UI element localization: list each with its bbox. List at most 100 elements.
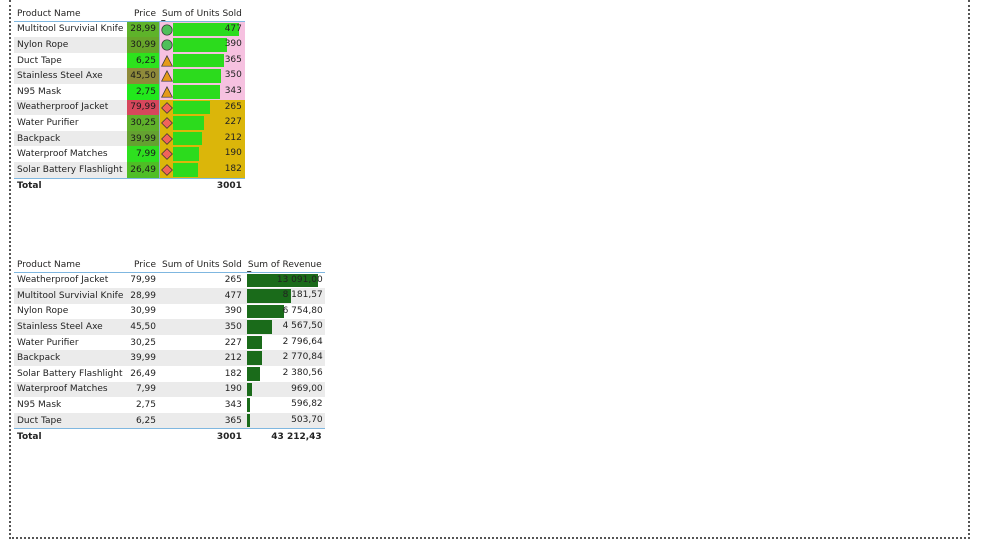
sort-descending-arrow-icon[interactable]: ▼ — [161, 19, 166, 21]
product-name-cell: Duct Tape — [17, 55, 62, 66]
revenue-value: 2 796,64 — [282, 336, 323, 347]
table-row[interactable]: Duct Tape 6,25 365 — [14, 52, 245, 69]
units-sold-cell: 350 — [159, 68, 245, 84]
units-sold-cell: 343 — [224, 400, 242, 411]
units-sold-matrix[interactable]: Product Name Price Sum of Units Sold ▼ M… — [14, 3, 245, 195]
units-data-bar — [173, 116, 204, 130]
bar-axis-line — [159, 21, 160, 38]
price-cell: 26,49 — [130, 368, 156, 379]
units-value: 190 — [224, 148, 242, 159]
revenue-value: 6 754,80 — [282, 305, 323, 316]
bar-axis-line — [159, 161, 160, 178]
sort-descending-arrow-icon[interactable]: ▼ — [247, 270, 252, 272]
table-row[interactable]: Solar Battery Flashlight 26,49 182 — [14, 161, 245, 179]
bar-axis-line — [159, 52, 160, 69]
units-value: 227 — [224, 117, 242, 128]
revenue-cell: 4 567,50 — [244, 319, 325, 335]
price-cell: 30,99 — [127, 37, 159, 53]
product-name-cell: Multitool Survivial Knife — [14, 288, 127, 304]
column-header-units[interactable]: Sum of Units Sold ▼ — [159, 3, 245, 22]
circle-indicator-icon — [161, 24, 173, 36]
product-name-cell: Nylon Rope — [14, 37, 127, 53]
revenue-cell: 596,82 — [245, 397, 325, 413]
table-row[interactable]: Weatherproof Jacket 79,99 265 — [14, 99, 245, 116]
units-sold-cell: 227 — [224, 337, 242, 348]
bar-axis-line — [159, 99, 160, 116]
price-cell: 7,99 — [127, 146, 159, 162]
product-name-cell: Multitool Survivial Knife — [17, 24, 124, 35]
product-name-cell: Weatherproof Jacket — [17, 275, 109, 286]
total-units: 3001 — [159, 177, 245, 195]
report-canvas — [9, 0, 970, 539]
revenue-value: 2 380,56 — [282, 368, 323, 379]
product-name-cell: Waterproof Matches — [17, 149, 108, 160]
product-name-cell: Waterproof Matches — [14, 381, 127, 398]
table-row[interactable]: Water Purifier 30,25 227 — [14, 115, 245, 131]
units-sold-cell: 265 — [159, 99, 245, 116]
product-name-cell: Duct Tape — [14, 412, 127, 429]
price-cell: 45,50 — [127, 68, 159, 84]
price-cell: 2,75 — [127, 83, 159, 100]
column-header-product[interactable]: Product Name — [17, 8, 81, 19]
revenue-value: 503,70 — [291, 414, 323, 425]
table-row[interactable]: Duct Tape 6,25 365 503,70 — [14, 412, 325, 429]
table-row[interactable]: Nylon Rope 30,99 390 — [14, 37, 245, 53]
column-header-price[interactable]: Price — [134, 259, 156, 270]
table-row[interactable]: Stainless Steel Axe 45,50 350 4 567,50 — [14, 319, 325, 335]
units-data-bar — [173, 22, 239, 37]
column-header-price[interactable]: Price — [134, 8, 156, 19]
units-value: 390 — [224, 39, 242, 50]
total-label: Total — [14, 428, 127, 446]
revenue-value: 2 770,84 — [282, 352, 323, 363]
column-header-units[interactable]: Sum of Units Sold — [162, 259, 242, 270]
revenue-data-bar — [246, 351, 262, 366]
revenue-cell: 8 181,57 — [244, 288, 325, 304]
total-label: Total — [14, 177, 127, 195]
units-data-bar — [173, 69, 221, 83]
table-row[interactable]: Backpack 39,99 212 2 770,84 — [14, 350, 325, 367]
column-header-revenue[interactable]: Sum of Revenue ▼ — [245, 246, 325, 273]
revenue-cell: 503,70 — [244, 412, 325, 429]
table-row[interactable]: Waterproof Matches 7,99 190 — [14, 146, 245, 162]
diamond-indicator-icon — [161, 148, 173, 161]
bar-axis-line — [159, 130, 160, 147]
table-row[interactable]: Multitool Survivial Knife 28,99 477 — [14, 21, 245, 38]
table-row[interactable]: N95 Mask 2,75 343 596,82 — [14, 397, 325, 413]
table-row[interactable]: Weatherproof Jacket 79,99 265 13 091,00 — [14, 272, 325, 288]
bar-axis-line — [159, 115, 160, 131]
revenue-value: 4 567,50 — [282, 321, 323, 332]
units-data-bar — [173, 100, 210, 115]
revenue-data-bar — [246, 289, 291, 303]
units-sold-cell: 477 — [159, 21, 245, 38]
table-row[interactable]: Nylon Rope 30,99 390 6 754,80 — [14, 304, 325, 320]
diamond-indicator-icon — [161, 164, 173, 176]
revenue-data-bar — [246, 320, 272, 334]
units-sold-cell: 477 — [159, 288, 245, 304]
column-header-product[interactable]: Product Name — [17, 259, 81, 270]
units-sold-cell: 190 — [159, 381, 245, 398]
table-row[interactable]: Solar Battery Flashlight 26,49 182 2 380,56 — [14, 366, 325, 382]
table-row[interactable]: Multitool Survivial Knife 28,99 477 8 181,5… — [14, 288, 325, 304]
product-name-cell: Weatherproof Jacket — [14, 99, 127, 116]
units-data-bar — [173, 147, 199, 161]
units-data-bar — [173, 84, 220, 99]
revenue-data-bar — [246, 304, 284, 319]
table-row[interactable]: Stainless Steel Axe 45,50 350 — [14, 68, 245, 84]
table-row[interactable]: Water Purifier 30,25 227 2 796,64 — [14, 335, 325, 351]
revenue-matrix[interactable]: Product Name Price Sum of Units Sold Sum… — [14, 246, 325, 446]
units-value: 182 — [224, 163, 242, 174]
units-sold-cell: 227 — [159, 115, 245, 131]
product-name-cell: Water Purifier — [17, 337, 79, 348]
triangle-indicator-icon — [161, 70, 173, 82]
units-data-bar — [173, 162, 198, 177]
table-row[interactable]: N95 Mask 2,75 343 — [14, 83, 245, 100]
revenue-data-bar — [246, 398, 250, 412]
units-sold-cell: 212 — [159, 130, 245, 147]
units-sold-cell: 212 — [159, 350, 245, 367]
table-row[interactable]: Waterproof Matches 7,99 190 969,00 — [14, 381, 325, 398]
units-sold-cell: 390 — [159, 37, 245, 53]
diamond-indicator-icon — [161, 101, 173, 114]
units-sold-cell: 182 — [224, 368, 242, 379]
units-value: 265 — [224, 101, 242, 112]
table-row[interactable]: Backpack 39,99 212 — [14, 130, 245, 147]
